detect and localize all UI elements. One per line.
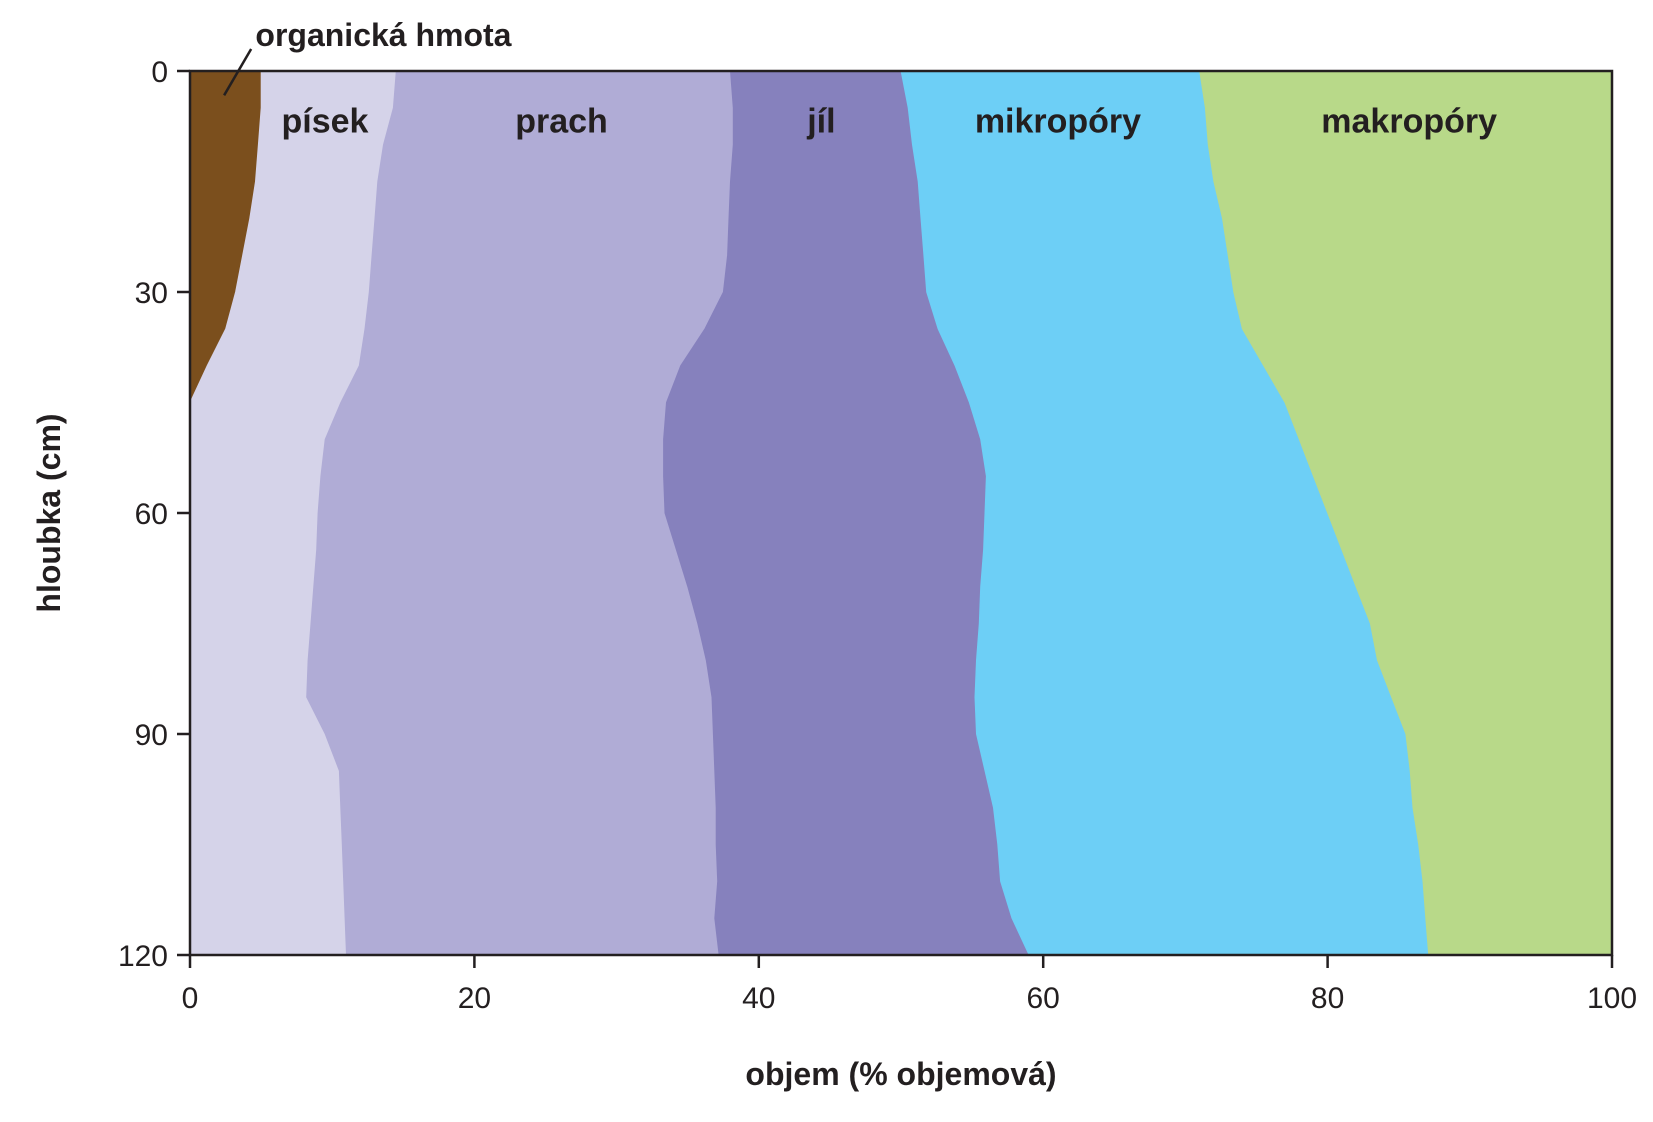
y-tick-label-60: 60 <box>135 498 168 531</box>
band-label-prach: prach <box>515 103 608 141</box>
x-tick-label-100: 100 <box>1587 982 1637 1015</box>
x-tick-label-60: 60 <box>1027 982 1060 1015</box>
y-tick-label-0: 0 <box>151 56 168 89</box>
x-axis-title: objem (% objemová) <box>745 1056 1056 1092</box>
band-label-mikropory: mikropóry <box>975 103 1141 141</box>
x-tick-label-20: 20 <box>458 982 491 1015</box>
x-axis: 0 20 40 60 80 100 <box>182 955 1637 1015</box>
y-tick-label-120: 120 <box>118 940 168 973</box>
y-tick-label-30: 30 <box>135 277 168 310</box>
y-axis: 0 30 60 90 120 <box>118 56 190 973</box>
annotation-leader-line <box>223 48 253 96</box>
annotation: organická hmota <box>223 17 512 96</box>
band-label-makropory: makropóry <box>1321 103 1497 141</box>
y-tick-label-90: 90 <box>135 719 168 752</box>
x-tick-label-0: 0 <box>182 982 199 1015</box>
y-axis-title: hloubka (cm) <box>31 413 67 612</box>
x-tick-label-80: 80 <box>1311 982 1344 1015</box>
x-tick-label-40: 40 <box>742 982 775 1015</box>
band-labels: písek prach jíl mikropóry makropóry <box>282 103 1498 141</box>
band-label-jil: jíl <box>806 103 835 141</box>
annotation-label: organická hmota <box>255 17 511 53</box>
stacked-areas <box>189 70 1613 956</box>
band-label-pisek: písek <box>282 103 369 141</box>
